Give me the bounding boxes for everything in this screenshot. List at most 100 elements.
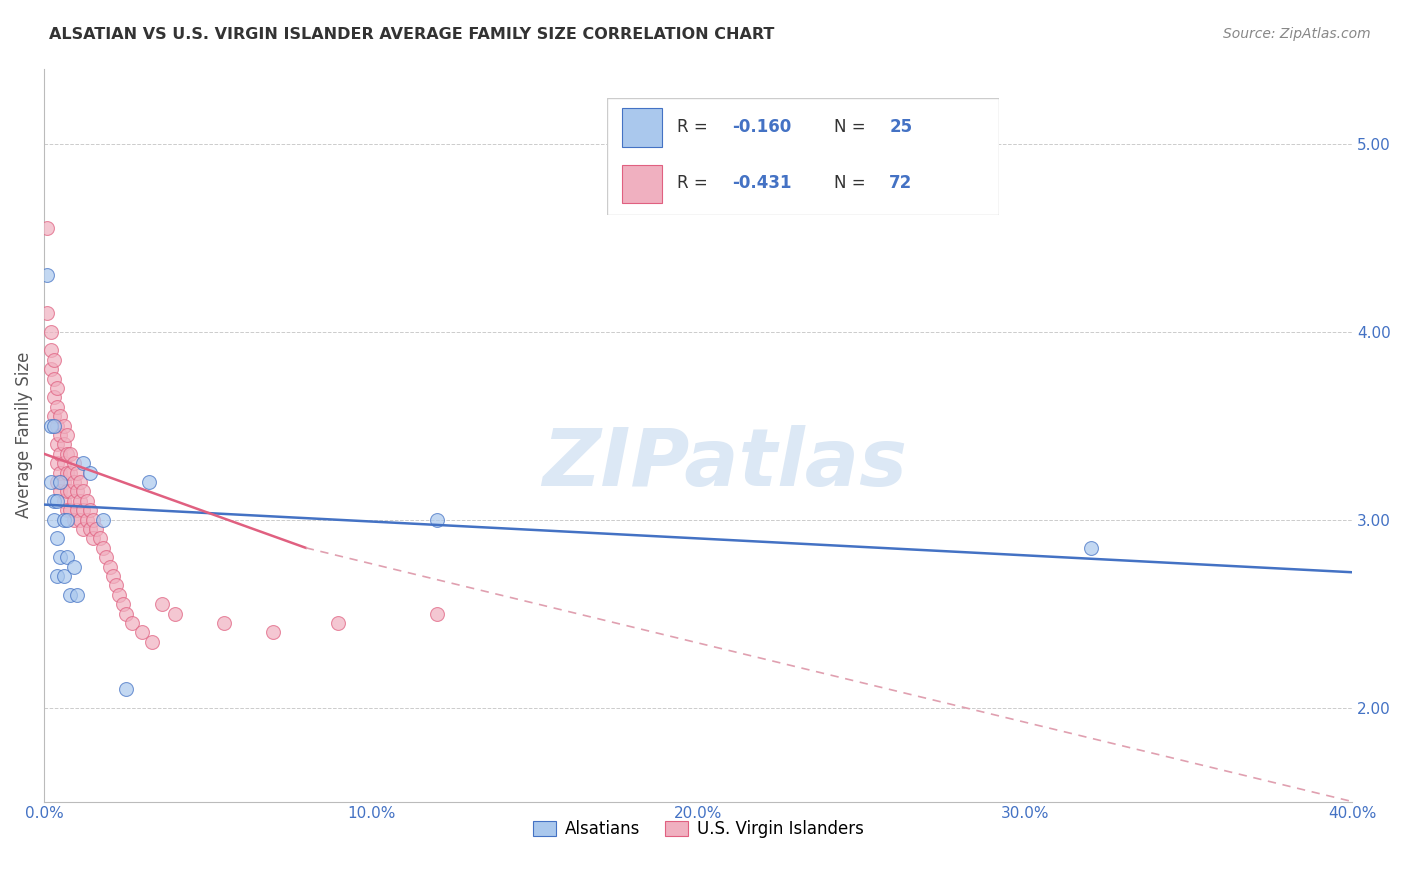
Y-axis label: Average Family Size: Average Family Size [15, 351, 32, 518]
Point [42, 493, 65, 508]
Point [121, 615, 143, 630]
Point [49, 447, 72, 461]
Point [66, 484, 89, 499]
Point [46, 569, 69, 583]
Point [72, 456, 94, 470]
Point [62, 456, 84, 470]
Point [37, 306, 59, 320]
Point [46, 400, 69, 414]
Point [52, 569, 75, 583]
Point [46, 418, 69, 433]
Point [49, 550, 72, 565]
Point [141, 635, 163, 649]
Point [212, 615, 235, 630]
Point [39, 325, 62, 339]
Point [1080, 541, 1102, 555]
Point [89, 532, 111, 546]
Point [39, 418, 62, 433]
Point [46, 456, 69, 470]
Point [56, 466, 79, 480]
Point [98, 559, 121, 574]
Point [91, 541, 114, 555]
Point [262, 625, 284, 640]
Point [72, 503, 94, 517]
Point [79, 466, 101, 480]
Point [52, 493, 75, 508]
Point [56, 484, 79, 499]
Point [59, 503, 82, 517]
Point [59, 466, 82, 480]
Point [111, 597, 134, 611]
Point [49, 475, 72, 489]
Point [115, 607, 138, 621]
Point [56, 503, 79, 517]
Point [76, 513, 98, 527]
Point [52, 456, 75, 470]
Point [96, 550, 118, 565]
Point [91, 513, 114, 527]
Point [56, 550, 79, 565]
Point [115, 681, 138, 696]
Point [52, 475, 75, 489]
Point [46, 475, 69, 489]
Point [82, 513, 104, 527]
Text: ALSATIAN VS U.S. VIRGIN ISLANDER AVERAGE FAMILY SIZE CORRELATION CHART: ALSATIAN VS U.S. VIRGIN ISLANDER AVERAGE… [49, 27, 775, 42]
Point [46, 381, 69, 395]
Text: ZIPatlas: ZIPatlas [541, 425, 907, 503]
Point [138, 475, 160, 489]
Point [79, 522, 101, 536]
Point [42, 391, 65, 405]
Point [56, 513, 79, 527]
Point [52, 437, 75, 451]
Point [425, 607, 447, 621]
Point [150, 597, 173, 611]
Point [49, 484, 72, 499]
Point [105, 578, 128, 592]
Point [52, 513, 75, 527]
Point [56, 428, 79, 442]
Point [69, 493, 91, 508]
Point [46, 532, 69, 546]
Point [101, 569, 124, 583]
Point [49, 409, 72, 424]
Point [52, 418, 75, 433]
Point [72, 522, 94, 536]
Point [72, 484, 94, 499]
Point [69, 475, 91, 489]
Point [62, 513, 84, 527]
Point [66, 466, 89, 480]
Point [163, 607, 186, 621]
Point [37, 268, 59, 283]
Point [49, 428, 72, 442]
Point [62, 559, 84, 574]
Point [66, 503, 89, 517]
Point [46, 437, 69, 451]
Point [42, 418, 65, 433]
Point [82, 532, 104, 546]
Point [76, 493, 98, 508]
Point [59, 588, 82, 602]
Point [59, 447, 82, 461]
Text: Source: ZipAtlas.com: Source: ZipAtlas.com [1223, 27, 1371, 41]
Point [42, 409, 65, 424]
Point [62, 493, 84, 508]
Point [425, 513, 447, 527]
Point [42, 352, 65, 367]
Point [86, 522, 108, 536]
Point [39, 362, 62, 376]
Point [42, 372, 65, 386]
Legend: Alsatians, U.S. Virgin Islanders: Alsatians, U.S. Virgin Islanders [526, 814, 870, 845]
Point [49, 466, 72, 480]
Point [59, 484, 82, 499]
Point [46, 493, 69, 508]
Point [37, 221, 59, 235]
Point [56, 447, 79, 461]
Point [39, 343, 62, 358]
Point [79, 503, 101, 517]
Point [69, 513, 91, 527]
Point [328, 615, 350, 630]
Point [62, 475, 84, 489]
Point [39, 475, 62, 489]
Point [66, 588, 89, 602]
Point [131, 625, 153, 640]
